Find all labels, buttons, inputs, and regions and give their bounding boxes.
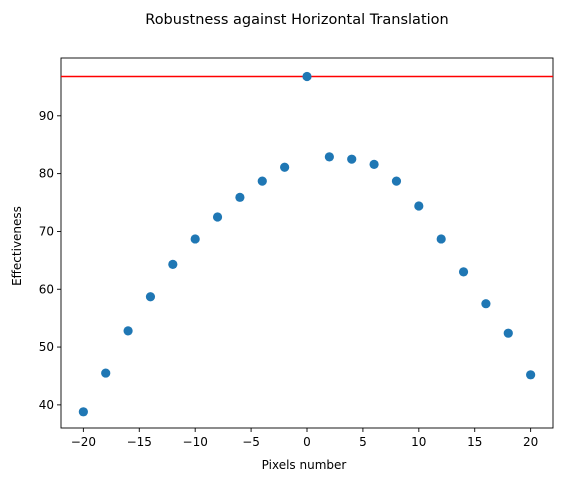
data-point	[302, 71, 312, 82]
x-tick-label: 5	[359, 435, 367, 449]
x-tick-label: 15	[467, 435, 482, 449]
data-point	[414, 201, 424, 211]
data-point	[458, 267, 469, 277]
data-point	[235, 192, 245, 202]
y-tick-label: 70	[39, 224, 54, 238]
data-point	[190, 234, 200, 244]
y-tick-label: 60	[39, 282, 54, 296]
data-point	[369, 159, 379, 169]
x-tick-label: −5	[242, 435, 260, 449]
data-point	[123, 326, 133, 336]
data-point	[436, 234, 446, 244]
data-point	[526, 370, 536, 380]
data-point	[78, 407, 88, 417]
y-tick-label: 80	[39, 167, 54, 181]
data-point	[324, 152, 334, 162]
y-axis-label: Effectiveness	[10, 206, 24, 286]
data-point	[145, 292, 156, 302]
data-point	[347, 154, 357, 164]
x-tick-label: −20	[71, 435, 96, 449]
y-tick-label: 50	[39, 340, 54, 354]
x-tick-label: 20	[523, 435, 538, 449]
data-point	[280, 162, 290, 172]
chart-title: Robustness against Horizontal Translatio…	[145, 12, 448, 28]
x-tick-label: 0	[303, 435, 311, 449]
x-axis-label: Pixels number	[262, 458, 347, 472]
data-point	[212, 212, 223, 222]
x-tick-label: −10	[183, 435, 208, 449]
data-point	[101, 368, 111, 378]
data-point	[257, 176, 267, 186]
data-point	[391, 176, 402, 186]
y-tick-label: 40	[39, 398, 54, 412]
data-point	[503, 328, 513, 338]
y-tick-label: 90	[39, 109, 54, 123]
axes-frame	[60, 57, 554, 429]
data-point	[168, 259, 178, 269]
x-tick-label: 10	[411, 435, 426, 449]
data-point	[481, 299, 491, 309]
plot-area: −20 −15 −10 −5 0 5 10 15 20 40 50 60 70 80 90	[39, 57, 554, 449]
x-tick-label: −15	[127, 435, 152, 449]
